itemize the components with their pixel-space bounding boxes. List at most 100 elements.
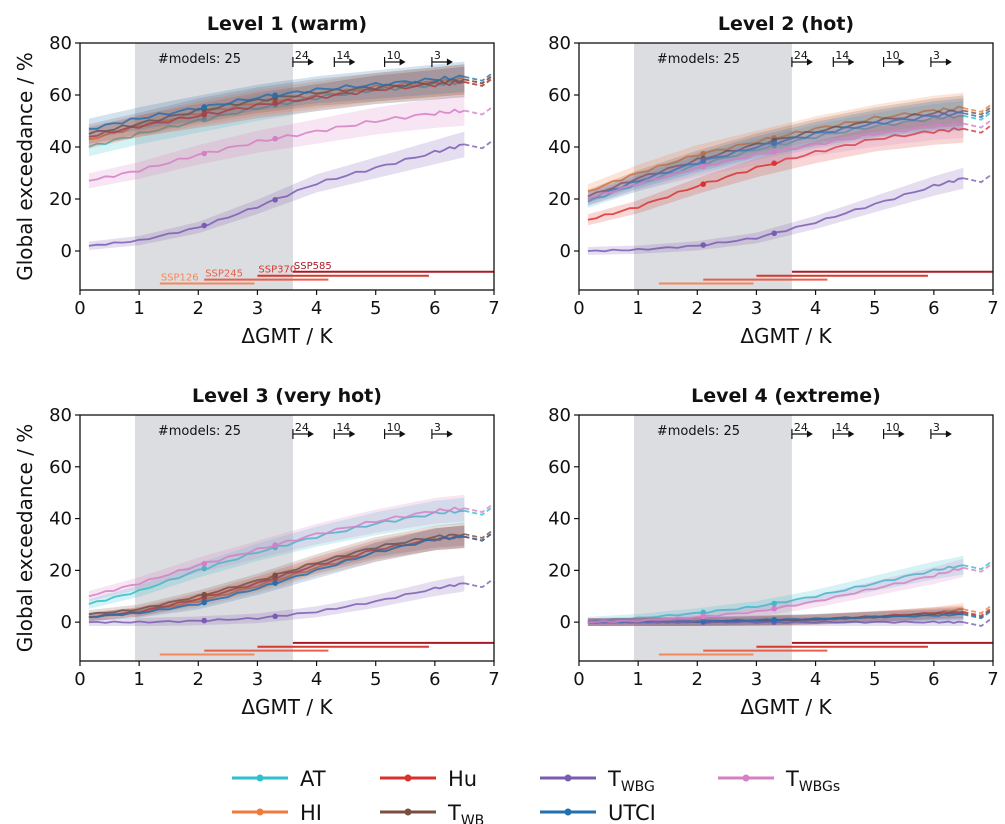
plot-frame <box>79 414 495 662</box>
model-arrow-14: 14 <box>333 49 356 67</box>
line-utci <box>88 535 465 619</box>
point-at <box>201 116 207 123</box>
x-tick-label: 2 <box>692 298 703 319</box>
model-arrow-label: 24 <box>295 49 309 62</box>
tail-utci <box>963 109 991 119</box>
legend-entry-hu: Hu <box>380 767 477 791</box>
legend-marker <box>404 774 412 782</box>
legend-label: UTCI <box>608 801 656 824</box>
x-axis-label: ΔGMT / K <box>740 695 832 719</box>
tail-twbgs <box>464 504 492 514</box>
y-tick-label: 80 <box>49 405 72 426</box>
point-twbg <box>700 242 706 248</box>
tail-twb <box>963 609 991 618</box>
point-hu <box>700 181 706 187</box>
x-axis-label: ΔGMT / K <box>241 695 333 719</box>
legend-label: HI <box>300 801 322 824</box>
point-utci <box>771 140 777 146</box>
model-arrow-head <box>399 430 406 438</box>
band-hu <box>88 66 465 147</box>
tail-at <box>963 561 991 571</box>
chart-title: Level 1 (warm) <box>207 13 367 35</box>
chart-title: Level 3 (very hot) <box>192 385 382 407</box>
model-arrow-head <box>848 430 855 438</box>
model-arrow-label: 3 <box>434 421 441 434</box>
x-tick-label: 3 <box>252 669 263 690</box>
legend-entry-twbgs: TWBGs <box>718 767 840 795</box>
model-count-label: #models: 25 <box>158 52 241 67</box>
point-at <box>700 609 706 616</box>
legend-label-main: T <box>607 767 621 791</box>
x-tick-label: 4 <box>311 669 322 690</box>
line-hi <box>587 105 964 193</box>
y-tick-label: 40 <box>49 509 72 530</box>
model-arrow-10: 10 <box>383 421 406 439</box>
point-twbgs <box>272 135 278 142</box>
line-twb <box>88 78 465 135</box>
line-at <box>88 509 465 605</box>
model-arrow-head <box>307 58 314 66</box>
chart-panel-2: #models: 25 24 14 10 3 0 1 2 3 4 5 6 7 0 20 40 60 80 Level… <box>548 13 999 348</box>
point-twbgs <box>771 605 777 612</box>
point-utci <box>700 618 706 624</box>
y-tick-label: 20 <box>548 560 571 581</box>
legend-marker <box>564 808 572 816</box>
point-utci <box>771 616 777 623</box>
point-hu <box>272 100 278 106</box>
line-twbgs <box>88 506 465 598</box>
y-tick-label: 40 <box>49 137 72 158</box>
point-twbgs <box>700 163 706 170</box>
tail-twbg <box>464 579 492 589</box>
line-utci <box>88 74 465 130</box>
model-arrow-head <box>945 58 952 66</box>
x-tick-label: 7 <box>488 298 499 319</box>
model-arrow-24: 24 <box>791 49 813 67</box>
band-twbgs <box>88 95 465 189</box>
model-arrow-24: 24 <box>791 421 813 439</box>
scenario-label-ssp370: SSP370 <box>258 265 296 276</box>
y-tick-label: 40 <box>548 509 571 530</box>
tail-twbgs <box>963 564 991 573</box>
tail-hu <box>963 608 991 617</box>
tail-utci <box>963 611 991 620</box>
model-arrow-head <box>806 430 813 438</box>
point-twb <box>201 591 207 598</box>
tail-utci <box>464 533 492 542</box>
tail-hi <box>963 605 991 615</box>
y-tick-label: 60 <box>548 85 571 106</box>
model-arrow-head <box>446 430 453 438</box>
model-arrow-3: 3 <box>431 49 453 67</box>
model-arrow-label: 24 <box>794 421 808 434</box>
model-arrow-label: 14 <box>336 421 350 434</box>
model-arrow-3: 3 <box>930 49 952 67</box>
band-twbgs <box>587 558 964 626</box>
x-tick-label: 2 <box>193 669 204 690</box>
x-tick-label: 0 <box>573 669 584 690</box>
y-tick-label: 80 <box>49 33 72 54</box>
x-tick-label: 1 <box>133 298 144 319</box>
scenario-label-ssp126: SSP126 <box>161 273 199 284</box>
x-tick-label: 7 <box>987 298 998 319</box>
legend-label-main: T <box>785 767 799 791</box>
point-twbgs <box>272 542 278 548</box>
y-tick-label: 20 <box>548 189 571 210</box>
line-utci <box>587 613 964 624</box>
point-hu <box>201 111 207 118</box>
point-utci <box>201 104 207 110</box>
x-tick-label: 6 <box>928 298 939 319</box>
point-at <box>201 565 207 572</box>
legend-entry-utci: UTCI <box>540 801 656 824</box>
plot-frame <box>578 42 994 291</box>
model-arrow-3: 3 <box>930 421 952 439</box>
point-twbgs <box>771 148 777 155</box>
x-tick-label: 0 <box>573 298 584 319</box>
chart-title: Level 4 (extreme) <box>691 385 881 407</box>
legend-label: AT <box>300 767 326 791</box>
tail-twbg <box>963 174 991 184</box>
legend-label-sub: WBGs <box>799 779 840 795</box>
band-twbg <box>88 131 465 250</box>
point-twbg <box>201 617 207 624</box>
model-arrow-head <box>349 430 356 438</box>
y-tick-label: 0 <box>560 612 571 633</box>
plot-frame <box>578 414 994 662</box>
